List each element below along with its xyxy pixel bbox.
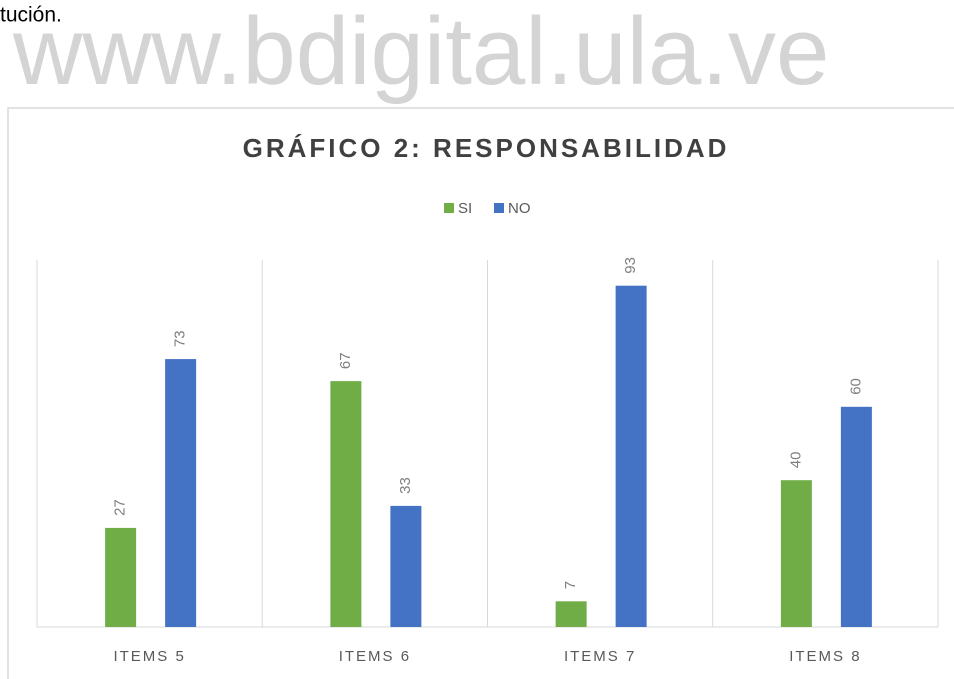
value-label: 60 [847, 378, 864, 395]
bar [615, 285, 647, 627]
x-tick-label: ITEMS 8 [789, 648, 861, 665]
chart-frame [7, 107, 954, 679]
x-tick-label: ITEMS 6 [339, 648, 411, 665]
bar [555, 601, 587, 627]
legend-label: SI [458, 200, 472, 217]
bar [105, 527, 137, 627]
bar [780, 480, 812, 627]
legend-swatch [494, 203, 504, 213]
bar [840, 406, 872, 627]
x-tick-label: ITEMS 5 [113, 648, 185, 665]
value-label: 93 [622, 257, 639, 274]
value-label: 67 [337, 352, 354, 369]
value-label: 33 [397, 477, 414, 494]
bar [330, 381, 362, 627]
value-label: 40 [787, 452, 804, 469]
bar [165, 359, 197, 627]
value-label: 73 [172, 330, 189, 347]
x-tick-label: ITEMS 7 [564, 648, 636, 665]
value-label: 7 [562, 581, 579, 589]
document-text: tución. [0, 4, 62, 27]
bar [390, 505, 422, 627]
value-label: 27 [112, 499, 129, 516]
legend-swatch [444, 203, 454, 213]
legend-label: NO [508, 200, 531, 217]
chart-title: GRÁFICO 2: RESPONSABILIDAD [243, 133, 730, 163]
watermark: www.bdigital.ula.ve [12, 0, 829, 105]
